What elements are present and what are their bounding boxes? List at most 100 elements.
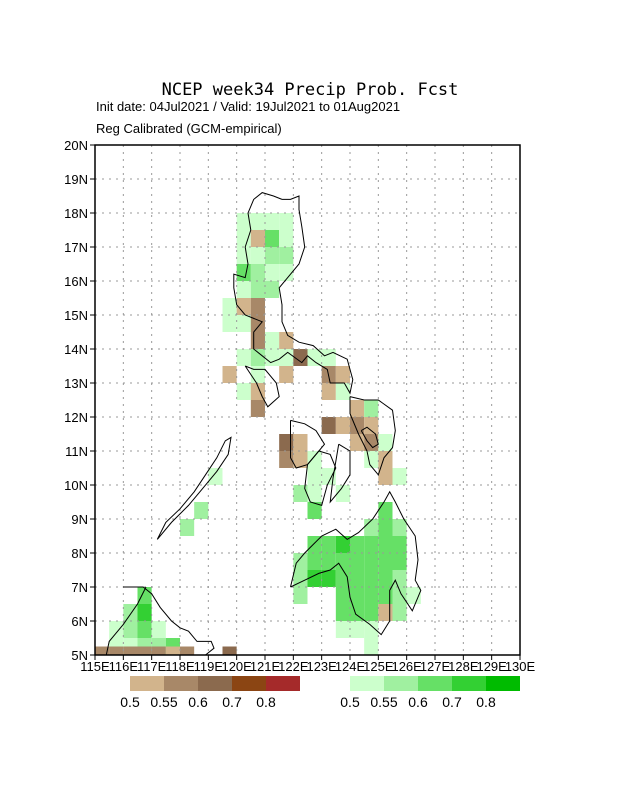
lon-tick-label: 120E xyxy=(221,659,252,674)
lat-tick-label: 14N xyxy=(64,342,88,357)
probability-cell xyxy=(364,417,379,434)
coastline xyxy=(304,450,337,507)
probability-cell xyxy=(293,451,308,468)
probability-cell xyxy=(378,451,393,468)
chart-subtitle-dates: Init date: 04Jul2021 / Valid: 19Jul2021 … xyxy=(96,99,400,114)
wet-legend-swatch xyxy=(452,676,486,691)
probability-cell xyxy=(350,621,365,638)
lat-tick-label: 8N xyxy=(71,546,88,561)
probability-cells xyxy=(95,213,421,655)
probability-cell xyxy=(378,536,393,553)
probability-cell xyxy=(250,298,265,315)
coastline xyxy=(244,365,280,408)
wet-legend-label: 0.5 xyxy=(340,694,360,710)
map-gridlines xyxy=(95,145,520,655)
probability-cell xyxy=(95,646,110,655)
probability-cell xyxy=(265,230,280,247)
lon-tick-label: 115E xyxy=(80,659,110,674)
probability-cell xyxy=(279,213,294,230)
wet-legend-label: 0.55 xyxy=(370,694,397,710)
probability-cell xyxy=(250,230,265,247)
probability-cell xyxy=(364,621,379,638)
lon-tick-label: 127E xyxy=(420,659,451,674)
probability-cell xyxy=(392,536,407,553)
lon-tick-label: 117E xyxy=(137,659,167,674)
probability-cell xyxy=(123,646,138,655)
wet-legend-label: 0.6 xyxy=(408,694,428,710)
dry-legend-swatch xyxy=(198,676,232,691)
probability-cell xyxy=(236,298,251,315)
probability-cell xyxy=(335,536,350,553)
probability-cell xyxy=(265,213,280,230)
probability-cell xyxy=(321,417,336,434)
lat-tick-label: 13N xyxy=(64,376,88,391)
lon-tick-label: 124E xyxy=(335,659,366,674)
probability-cell xyxy=(321,383,336,400)
lat-tick-label: 10N xyxy=(64,478,88,493)
probability-cell xyxy=(392,519,407,536)
probability-cell xyxy=(250,247,265,264)
lat-tick-label: 5N xyxy=(71,648,88,663)
probability-cell xyxy=(364,400,379,417)
probability-cell xyxy=(350,434,365,451)
lon-tick-label: 121E xyxy=(250,659,281,674)
dry-legend-label: 0.6 xyxy=(188,694,208,710)
probability-cell xyxy=(279,247,294,264)
probability-cell xyxy=(137,621,152,638)
probability-cell xyxy=(392,553,407,570)
probability-cell xyxy=(335,366,350,383)
probability-cell xyxy=(321,553,336,570)
probability-cell xyxy=(364,570,379,587)
probability-cell xyxy=(250,315,265,332)
probability-cell xyxy=(293,485,308,502)
chart-title: NCEP week34 Precip Prob. Fcst xyxy=(162,80,459,100)
probability-cell xyxy=(250,349,265,366)
probability-cell xyxy=(335,485,350,502)
dry-legend-swatch xyxy=(232,676,266,691)
lat-tick-label: 16N xyxy=(64,274,88,289)
probability-cell xyxy=(378,434,393,451)
probability-cell xyxy=(307,349,322,366)
probability-cell xyxy=(350,570,365,587)
probability-cell xyxy=(137,646,152,655)
probability-cell xyxy=(335,570,350,587)
dry-legend-label: 0.8 xyxy=(256,694,276,710)
probability-cell xyxy=(250,213,265,230)
probability-cell xyxy=(378,604,393,621)
coastline xyxy=(360,426,379,449)
probability-cell xyxy=(279,332,294,349)
probability-cell xyxy=(279,264,294,281)
probability-cell xyxy=(265,349,280,366)
probability-cell xyxy=(307,451,322,468)
chart-subtitle-method: Reg Calibrated (GCM-empirical) xyxy=(96,121,282,136)
probability-cell xyxy=(236,383,251,400)
probability-cell xyxy=(279,349,294,366)
coastline xyxy=(290,490,422,636)
probability-cell xyxy=(265,264,280,281)
probability-cell xyxy=(307,502,322,519)
lat-tick-label: 12N xyxy=(64,410,88,425)
probability-cell xyxy=(250,400,265,417)
probability-cell xyxy=(137,604,152,621)
probability-cell xyxy=(109,646,124,655)
lat-tick-label: 18N xyxy=(64,206,88,221)
probability-cell xyxy=(364,536,379,553)
probability-cell xyxy=(364,553,379,570)
lon-tick-label: 122E xyxy=(278,659,309,674)
dry-legend-label: 0.7 xyxy=(222,694,242,710)
lon-tick-label: 116E xyxy=(109,659,139,674)
probability-cell xyxy=(307,468,322,485)
wet-legend-swatch xyxy=(418,676,452,691)
probability-cell xyxy=(335,383,350,400)
probability-cell xyxy=(279,451,294,468)
lon-tick-label: 118E xyxy=(165,659,195,674)
lon-tick-label: 119E xyxy=(194,659,224,674)
dry-legend-swatch xyxy=(266,676,300,691)
probability-cell xyxy=(335,604,350,621)
wet-legend-swatch xyxy=(486,676,520,691)
probability-cell xyxy=(378,570,393,587)
probability-cell xyxy=(250,366,265,383)
probability-cell xyxy=(236,247,251,264)
probability-cell xyxy=(151,621,166,638)
probability-cell xyxy=(109,621,124,638)
